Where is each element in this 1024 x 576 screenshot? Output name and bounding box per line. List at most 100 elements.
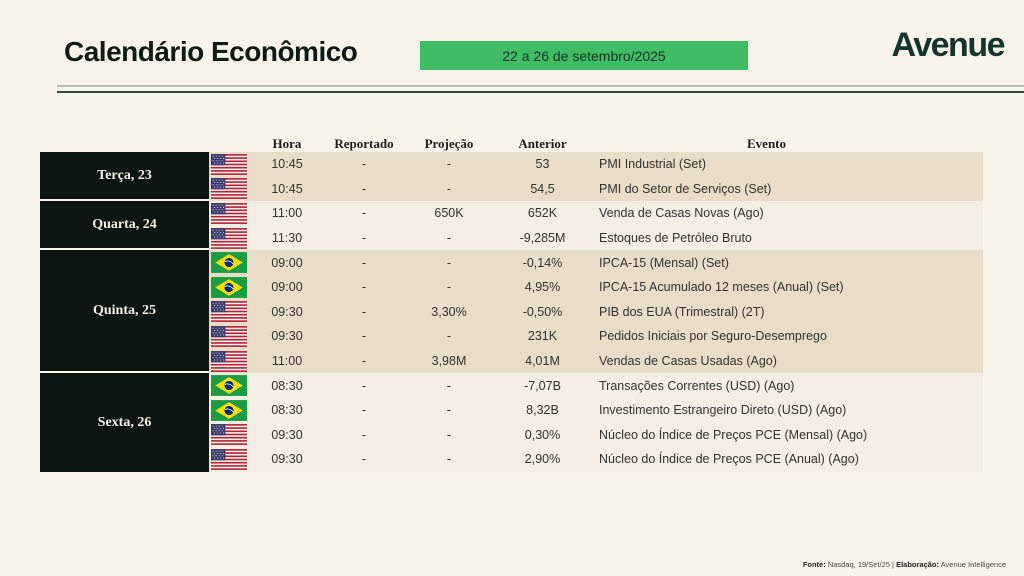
day-group: Terça, 23 10:45 - - 53 PMI Industrial (Set)	[40, 152, 983, 202]
cell-projecao: -	[446, 255, 452, 270]
table-body: Terça, 23 10:45 - - 53 PMI Industrial (Set)	[40, 152, 983, 472]
column-header-evento: Evento	[747, 135, 786, 151]
cell-reportado: -	[361, 403, 367, 418]
cell-reportado: -	[361, 181, 367, 196]
date-range-badge: 22 a 26 de setembro/2025	[420, 41, 748, 70]
flag-cell	[209, 375, 249, 397]
cell-anterior: 54,5	[530, 181, 555, 196]
cell-anterior: -7,07B	[524, 378, 561, 393]
day-label: Sexta, 26	[40, 373, 209, 472]
cell-anterior: 231K	[527, 329, 558, 344]
day-group: Quarta, 24 11:00 - 650K 652K Venda de Casas …	[40, 201, 983, 251]
cell-hora: 11:00	[271, 354, 303, 369]
brazil-flag-icon	[211, 276, 247, 298]
fonte-label: Fonte:	[802, 560, 826, 569]
event-row: 08:30 - - -7,07B Transações Correntes (USD) …	[209, 373, 983, 398]
day-label: Terça, 23	[40, 152, 209, 202]
event-row: 09:30 - - 231K Pedidos Iniciais por Seguro-D…	[209, 324, 983, 349]
day-group: Sexta, 26 08:30 - - -7,07B Transações Corren…	[40, 373, 983, 472]
cell-evento: Núcleo do Índice de Preços PCE (Mensal) …	[599, 427, 868, 442]
day-group: Quinta, 25 09:00 - - -0,14% IPCA-15 (Mensal)…	[40, 250, 983, 374]
cell-reportado: -	[361, 304, 367, 319]
cell-hora: 09:30	[271, 452, 303, 467]
cell-projecao: -	[446, 452, 452, 467]
cell-reportado: -	[361, 354, 367, 369]
brazil-flag-icon	[211, 375, 247, 397]
day-rows: 10:45 - - 53 PMI Industrial (Set) 10:45 - - 54,…	[209, 152, 983, 202]
cell-reportado: -	[361, 427, 367, 442]
cell-anterior: 652K	[527, 206, 558, 221]
cell-evento: Transações Correntes (USD) (Ago)	[599, 378, 795, 393]
cell-evento: PMI Industrial (Set)	[599, 157, 706, 172]
cell-anterior: -0,14%	[522, 255, 563, 270]
event-row: 09:30 - 3,30% -0,50% PIB dos EUA (Trimestral…	[209, 300, 983, 325]
divider-line-dark	[57, 91, 1024, 93]
cell-projecao: 650K	[434, 206, 464, 221]
cell-projecao: -	[446, 181, 452, 196]
column-header-hora: Hora	[272, 135, 302, 151]
event-row: 09:30 - - 2,90% Núcleo do Índice de Preços P…	[209, 447, 983, 472]
cell-hora: 09:00	[271, 280, 303, 295]
day-rows: 09:00 - - -0,14% IPCA-15 (Mensal) (Set) 09:0…	[209, 250, 983, 374]
cell-anterior: 4,95%	[524, 280, 561, 295]
event-row: 09:00 - - -0,14% IPCA-15 (Mensal) (Set)	[209, 250, 983, 275]
brazil-flag-icon	[211, 252, 247, 274]
column-header-reportado: Reportado	[334, 135, 394, 151]
column-header-projecao: Projeção	[424, 135, 474, 151]
cell-evento: IPCA-15 Acumulado 12 meses (Anual) (Set)	[599, 280, 844, 295]
flag-cell	[209, 301, 249, 323]
cell-reportado: -	[361, 206, 367, 221]
event-row: 09:00 - - 4,95% IPCA-15 Acumulado 12 meses (…	[209, 275, 983, 300]
cell-evento: Estoques de Petróleo Bruto	[599, 231, 752, 246]
us-flag-icon	[211, 326, 247, 347]
cell-anterior: -9,285M	[519, 231, 566, 246]
flag-cell	[209, 252, 249, 274]
cell-hora: 08:30	[271, 403, 303, 418]
cell-evento: PMI do Setor de Serviços (Set)	[599, 181, 772, 196]
cell-reportado: -	[361, 452, 367, 467]
cell-reportado: -	[361, 378, 367, 393]
cell-reportado: -	[361, 329, 367, 344]
cell-projecao: -	[446, 231, 452, 246]
flag-cell	[209, 326, 249, 347]
column-header-anterior: Anterior	[518, 135, 567, 151]
flag-cell	[209, 424, 249, 446]
cell-hora: 09:30	[271, 304, 303, 319]
source-note: Fonte: Nasdaq, 19/Set/25 | Elaboração: A…	[803, 560, 1006, 569]
brazil-flag-icon	[211, 399, 247, 421]
us-flag-icon	[211, 203, 247, 224]
cell-projecao: -	[446, 427, 452, 442]
fonte-value: Nasdaq, 19/Set/25 |	[825, 560, 897, 569]
flag-cell	[209, 227, 249, 249]
event-row: 11:00 - 650K 652K Venda de Casas Novas (Ago)	[209, 201, 983, 226]
elaboracao-value: Avenue Intelligence	[939, 560, 1006, 569]
us-flag-icon	[211, 178, 247, 200]
cell-projecao: 3,30%	[431, 304, 467, 319]
cell-evento: Núcleo do Índice de Preços PCE (Anual) (…	[599, 452, 859, 467]
us-flag-icon	[211, 301, 247, 323]
cell-evento: Pedidos Iniciais por Seguro-Desemprego	[599, 329, 827, 344]
elaboracao-label: Elaboração:	[896, 560, 939, 569]
page-title: Calendário Econômico	[64, 36, 358, 67]
cell-evento: PIB dos EUA (Trimestral) (2T)	[599, 304, 765, 319]
flag-cell	[209, 276, 249, 298]
event-row: 08:30 - - 8,32B Investimento Estrangeiro Dir…	[209, 398, 983, 423]
event-row: 09:30 - - 0,30% Núcleo do Índice de Preços P…	[209, 423, 983, 448]
cell-hora: 09:30	[271, 427, 303, 442]
cell-hora: 09:00	[271, 255, 303, 270]
cell-evento: Venda de Casas Novas (Ago)	[599, 206, 764, 221]
cell-hora: 10:45	[271, 181, 303, 196]
cell-anterior: 0,30%	[524, 427, 561, 442]
flag-cell	[209, 350, 249, 372]
cell-anterior: 8,32B	[526, 403, 559, 418]
flag-cell	[209, 203, 249, 224]
cell-evento: Investimento Estrangeiro Direto (USD) (A…	[599, 403, 847, 418]
flag-cell	[209, 153, 249, 175]
cell-projecao: -	[446, 378, 452, 393]
cell-anterior: -0,50%	[522, 304, 563, 319]
day-label: Quinta, 25	[40, 250, 209, 374]
cell-projecao: -	[446, 157, 452, 172]
cell-anterior: 2,90%	[524, 452, 561, 467]
event-row: 10:45 - - 53 PMI Industrial (Set)	[209, 152, 983, 177]
